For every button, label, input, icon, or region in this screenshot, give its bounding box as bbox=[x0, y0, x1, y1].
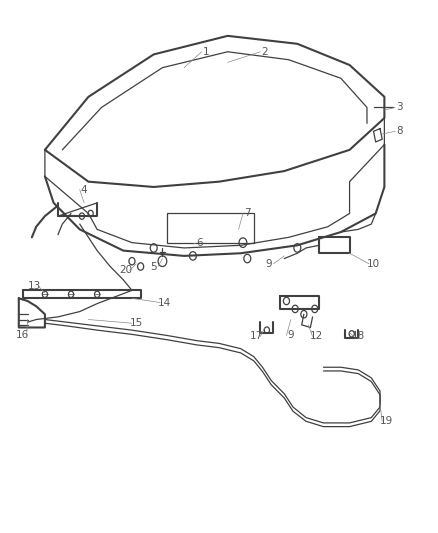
Text: 6: 6 bbox=[196, 238, 203, 248]
Text: 2: 2 bbox=[261, 47, 268, 56]
Text: 7: 7 bbox=[244, 208, 251, 219]
Text: 5: 5 bbox=[150, 262, 157, 271]
Text: 3: 3 bbox=[396, 102, 403, 112]
Text: 13: 13 bbox=[28, 281, 41, 291]
Text: 12: 12 bbox=[310, 332, 324, 342]
Text: 15: 15 bbox=[130, 318, 143, 328]
Text: 16: 16 bbox=[16, 330, 29, 341]
Text: 9: 9 bbox=[266, 259, 272, 269]
Text: 17: 17 bbox=[249, 332, 263, 342]
Text: 19: 19 bbox=[380, 416, 393, 426]
Text: 10: 10 bbox=[367, 259, 380, 269]
Text: 8: 8 bbox=[396, 126, 403, 136]
Text: 4: 4 bbox=[81, 184, 88, 195]
Text: 18: 18 bbox=[352, 332, 365, 342]
Text: 14: 14 bbox=[158, 297, 171, 308]
Text: 9: 9 bbox=[287, 330, 294, 341]
Text: 1: 1 bbox=[203, 47, 209, 56]
Text: 20: 20 bbox=[119, 265, 132, 275]
